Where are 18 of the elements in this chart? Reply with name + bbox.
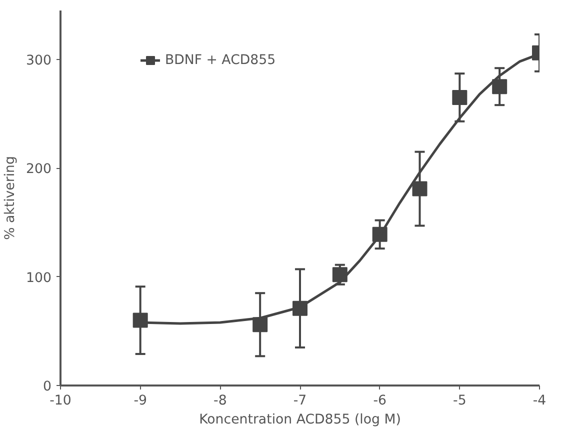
point [132, 312, 148, 328]
x-tick-label: -9 [134, 394, 147, 408]
x-tick-label: -8 [214, 394, 227, 408]
y-tick-label: 300 [26, 53, 52, 68]
x-axis-title: Koncentration ACD855 (log M) [199, 412, 401, 428]
legend-label: BDNF + ACD855 [165, 52, 276, 68]
y-tick-label: 100 [26, 270, 52, 286]
y-tick-label: 0 [43, 380, 52, 394]
x-tick-label: -10 [50, 394, 72, 408]
y-tick-label: 200 [26, 162, 52, 178]
point [492, 79, 508, 94]
x-tick-label: -5 [453, 394, 466, 408]
y-axis-title: % aktivering [3, 156, 18, 240]
point [452, 90, 468, 105]
point [412, 181, 428, 196]
x-tick-label: -6 [373, 394, 386, 408]
x-tick-label: -7 [293, 394, 307, 408]
x-tick-label: -4 [532, 394, 546, 408]
